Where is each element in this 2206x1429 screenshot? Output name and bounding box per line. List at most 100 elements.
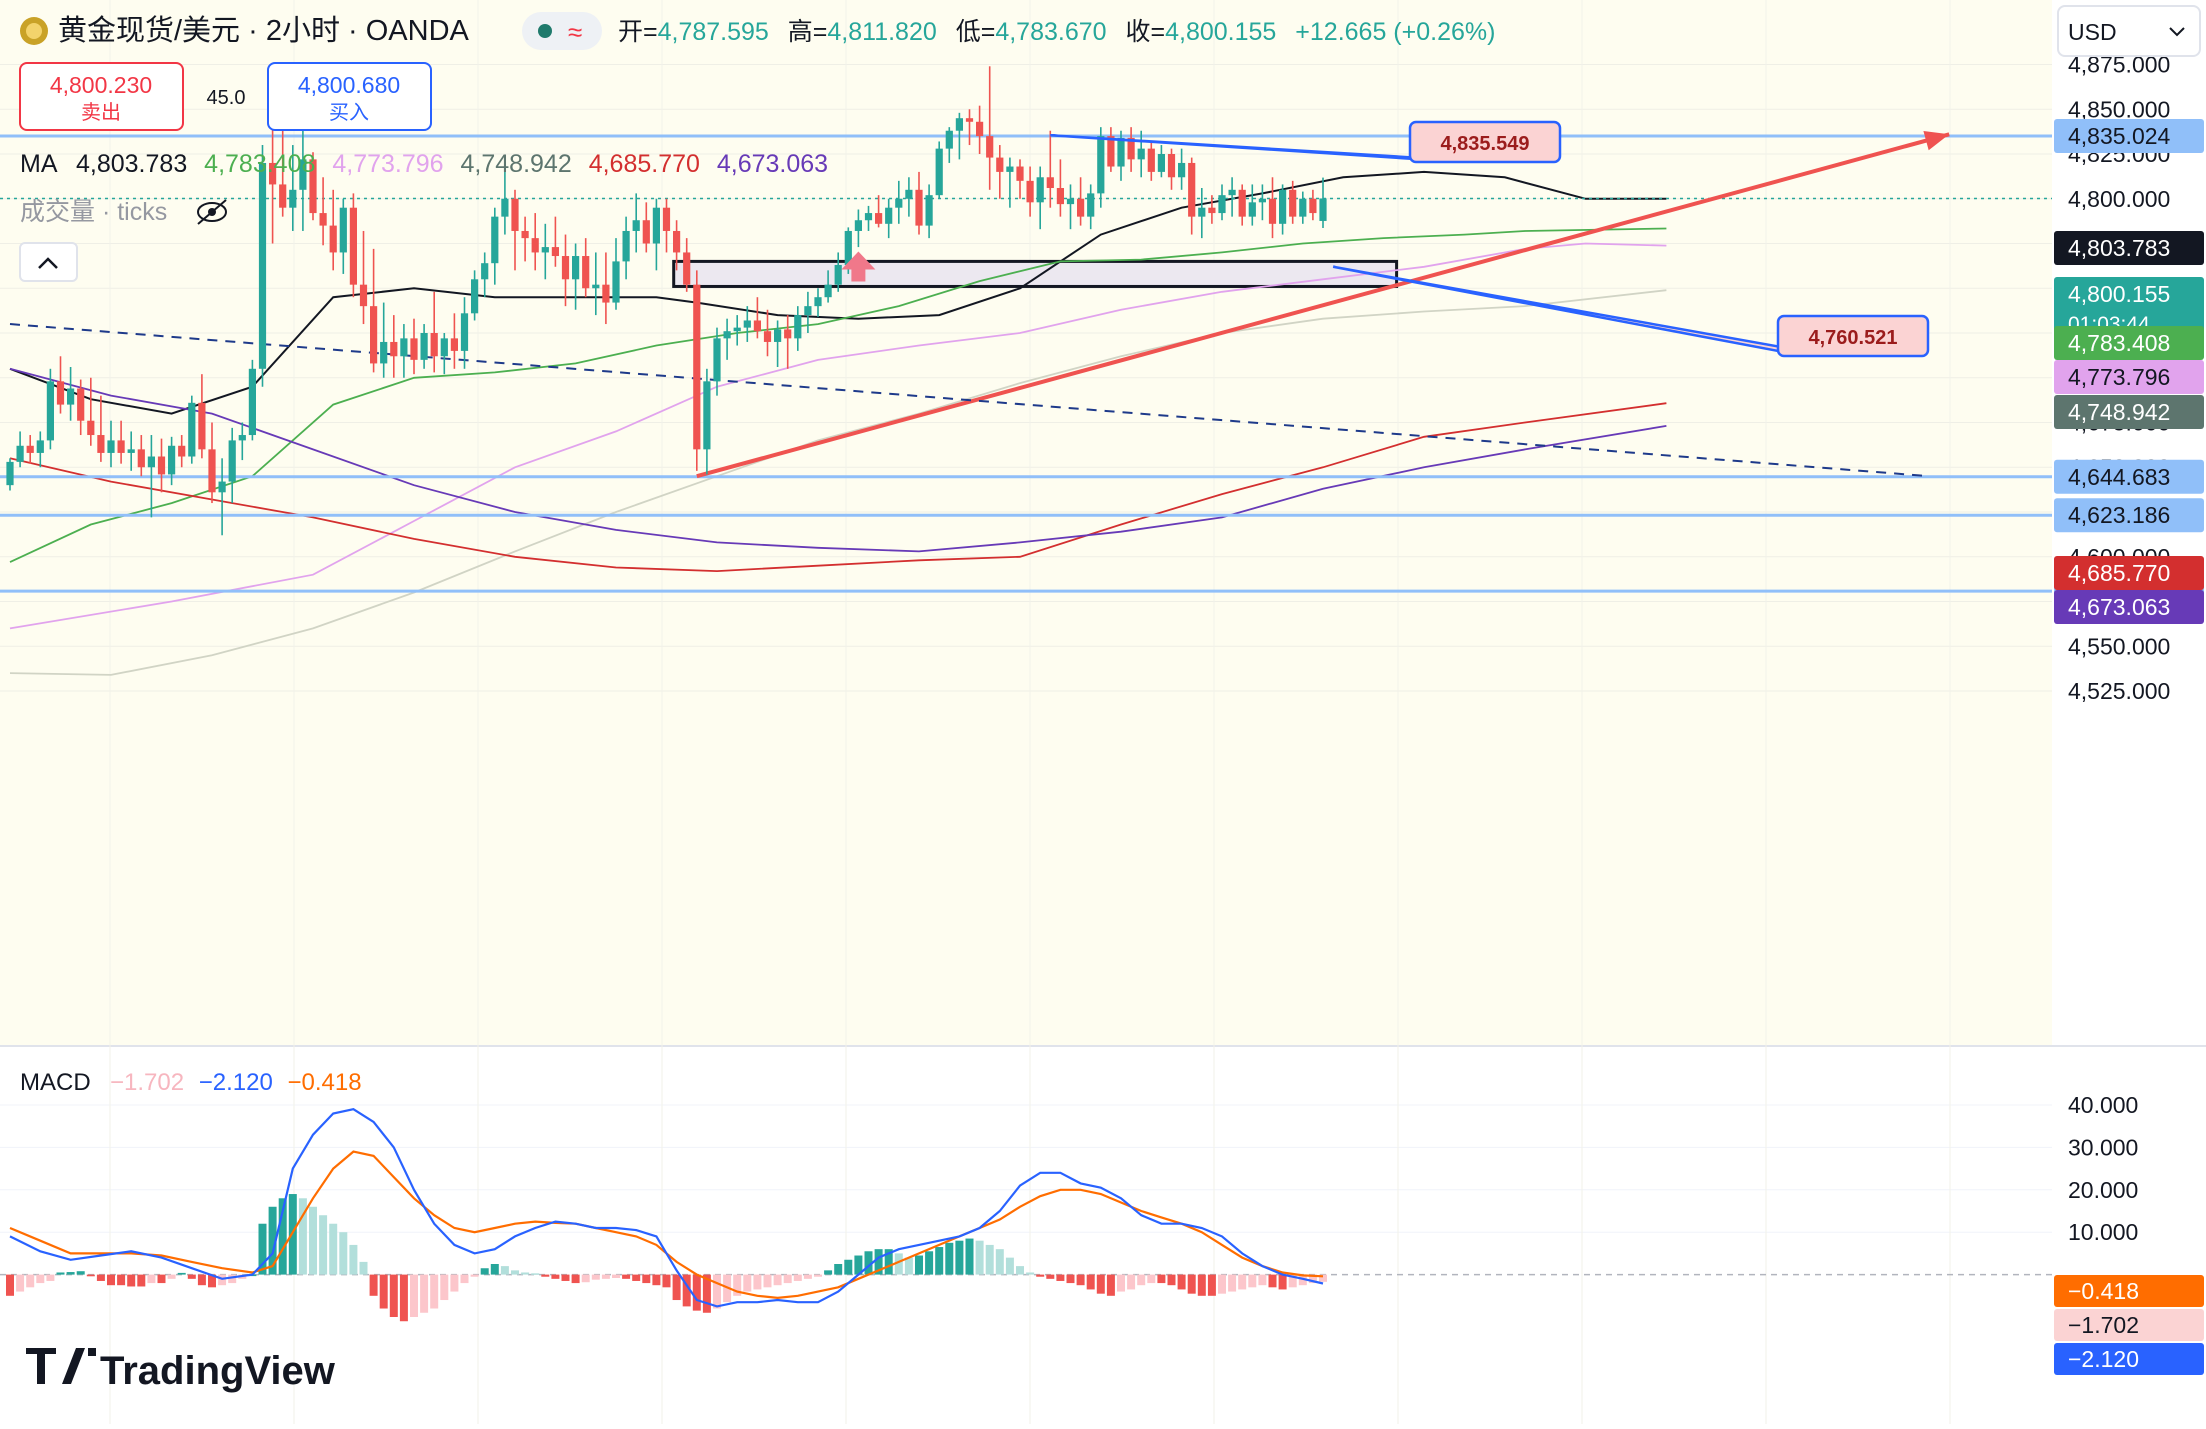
candle-body[interactable]: [986, 136, 994, 158]
candle-body[interactable]: [622, 230, 630, 262]
collapse-legend-frame[interactable]: [19, 242, 78, 282]
candle-body[interactable]: [976, 121, 984, 137]
macd-histogram-bar[interactable]: [399, 1274, 408, 1322]
macd-histogram-bar[interactable]: [894, 1253, 903, 1275]
macd-histogram-bar[interactable]: [945, 1242, 954, 1275]
candle-body[interactable]: [390, 341, 398, 357]
macd-histogram-bar[interactable]: [379, 1274, 388, 1309]
macd-histogram-bar[interactable]: [36, 1274, 45, 1284]
candle-body[interactable]: [6, 461, 14, 486]
macd-histogram-bar[interactable]: [329, 1223, 338, 1275]
candle-body[interactable]: [925, 195, 933, 226]
candle-body[interactable]: [1016, 166, 1024, 181]
macd-value-tag[interactable]: −0.418: [2054, 1275, 2204, 1307]
macd-histogram-bar[interactable]: [642, 1274, 651, 1284]
candle-body[interactable]: [1178, 162, 1186, 178]
candle-body[interactable]: [1077, 198, 1085, 217]
macd-histogram-bar[interactable]: [925, 1251, 934, 1275]
macd-histogram-bar[interactable]: [541, 1274, 550, 1277]
candle-body[interactable]: [1157, 154, 1165, 172]
macd-histogram-bar[interactable]: [1016, 1266, 1024, 1275]
candle-body[interactable]: [1248, 202, 1256, 217]
candle-body[interactable]: [713, 338, 721, 382]
macd-histogram-bar[interactable]: [672, 1274, 681, 1301]
candle-body[interactable]: [965, 118, 974, 122]
candle-body[interactable]: [1036, 177, 1044, 203]
candle-body[interactable]: [582, 256, 590, 289]
ma-line-4[interactable]: [9, 289, 1667, 676]
candle-body[interactable]: [67, 388, 75, 405]
macd-histogram-bar[interactable]: [197, 1274, 206, 1286]
candle-body[interactable]: [420, 333, 428, 360]
macd-histogram-bar[interactable]: [46, 1274, 55, 1281]
macd-histogram-bar[interactable]: [430, 1274, 439, 1309]
macd-histogram-bar[interactable]: [521, 1272, 530, 1275]
candle-body[interactable]: [784, 329, 792, 339]
ma-price-tag[interactable]: 4,673.063: [2054, 590, 2204, 624]
candle-body[interactable]: [147, 456, 155, 468]
macd-histogram-bar[interactable]: [86, 1274, 95, 1277]
price-callout[interactable]: 4,835.549: [1050, 120, 1562, 164]
candle-body[interactable]: [1208, 207, 1216, 214]
candle-body[interactable]: [16, 445, 24, 462]
candle-body[interactable]: [26, 445, 34, 453]
macd-histogram-bar[interactable]: [359, 1261, 368, 1275]
candle-body[interactable]: [652, 207, 660, 244]
macd-histogram-bar[interactable]: [632, 1274, 641, 1281]
macd-histogram-bar[interactable]: [915, 1255, 923, 1275]
macd-histogram-bar[interactable]: [500, 1266, 509, 1275]
candle-body[interactable]: [592, 284, 600, 289]
market-status-pill[interactable]: [522, 12, 602, 50]
candle-body[interactable]: [1258, 198, 1266, 203]
macd-histogram-bar[interactable]: [470, 1274, 479, 1277]
candle-body[interactable]: [1097, 136, 1105, 194]
macd-histogram-bar[interactable]: [531, 1273, 540, 1275]
macd-histogram-bar[interactable]: [319, 1215, 328, 1275]
macd-histogram-bar[interactable]: [1066, 1274, 1075, 1284]
macd-histogram-bar[interactable]: [591, 1274, 600, 1280]
macd-histogram-bar[interactable]: [117, 1274, 126, 1286]
macd-histogram-bar[interactable]: [783, 1274, 792, 1284]
macd-histogram-bar[interactable]: [450, 1274, 459, 1292]
candle-body[interactable]: [1299, 198, 1307, 217]
buy-button[interactable]: 4,800.680 买入: [267, 62, 432, 131]
ma-price-tag[interactable]: 4,685.770: [2054, 556, 2204, 590]
candle-body[interactable]: [400, 338, 408, 357]
sell-button-frame[interactable]: [19, 62, 184, 131]
candle-body[interactable]: [168, 445, 176, 475]
candle-body[interactable]: [1238, 189, 1246, 217]
ma-line-1[interactable]: [9, 170, 1667, 415]
macd-histogram-bar[interactable]: [975, 1240, 984, 1275]
macd-histogram-bar[interactable]: [208, 1274, 216, 1288]
macd-histogram-bar[interactable]: [147, 1274, 156, 1284]
candle-body[interactable]: [491, 216, 499, 264]
downtrend-dashed-line[interactable]: [9, 323, 1930, 478]
price-axis[interactable]: [2052, 0, 2206, 1424]
candle-body[interactable]: [430, 333, 438, 357]
candle-body[interactable]: [299, 159, 307, 190]
macd-histogram-bar[interactable]: [713, 1274, 721, 1309]
macd-histogram-bar[interactable]: [16, 1274, 25, 1292]
candle-body[interactable]: [1198, 207, 1206, 217]
candle-body[interactable]: [157, 456, 166, 475]
macd-histogram-bar[interactable]: [1117, 1274, 1125, 1292]
macd-histogram-bar[interactable]: [601, 1274, 610, 1279]
candle-body[interactable]: [794, 315, 802, 339]
candle-body[interactable]: [895, 198, 903, 208]
candle-body[interactable]: [1087, 193, 1095, 217]
macd-histogram-bar[interactable]: [1187, 1274, 1196, 1294]
candle-body[interactable]: [218, 481, 226, 493]
candle-body[interactable]: [87, 420, 95, 436]
macd-value-tag[interactable]: −1.702: [2054, 1309, 2204, 1341]
candle-body[interactable]: [642, 220, 650, 244]
macd-histogram-bar[interactable]: [612, 1274, 620, 1278]
macd-histogram-bar[interactable]: [96, 1274, 105, 1281]
candle-body[interactable]: [854, 220, 862, 231]
level-price-tag[interactable]: 4,835.024: [2054, 119, 2204, 154]
macd-histogram-bar[interactable]: [480, 1268, 489, 1275]
macd-histogram-bar[interactable]: [581, 1274, 590, 1283]
candle-body[interactable]: [996, 157, 1004, 172]
ma-line-3[interactable]: [9, 242, 1667, 630]
ma-line-2[interactable]: [9, 227, 1667, 563]
